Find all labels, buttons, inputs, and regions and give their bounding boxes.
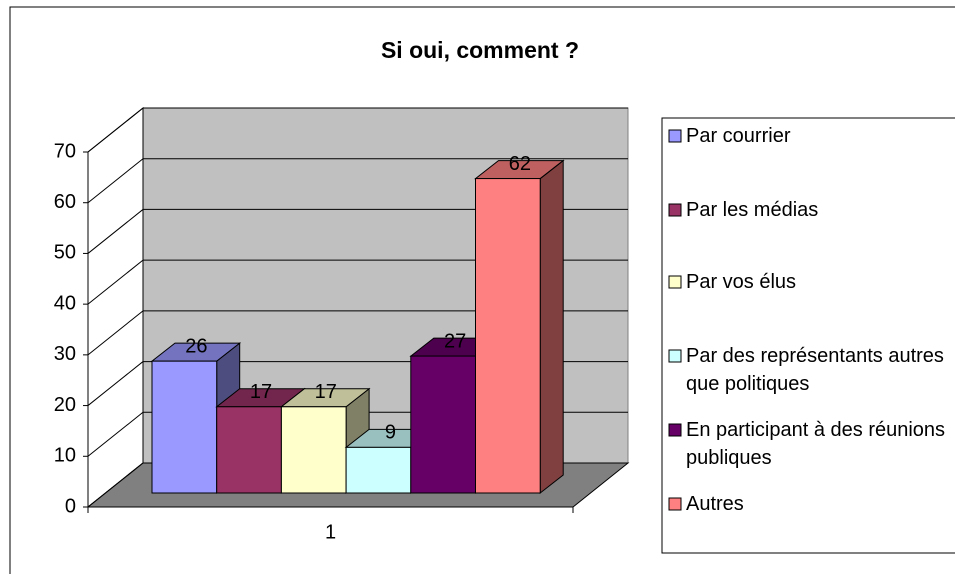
y-tick-label: 0	[65, 495, 76, 517]
legend-swatch	[668, 349, 682, 363]
value-label: 26	[185, 335, 207, 357]
value-label: 27	[444, 330, 466, 352]
y-tick-label: 30	[54, 343, 76, 365]
y-tick-label: 50	[54, 242, 76, 264]
grid-line	[87, 411, 144, 457]
chart-title: Si oui, comment ?	[381, 37, 579, 63]
bar	[475, 178, 541, 494]
value-label: 62	[509, 153, 531, 175]
legend-swatch	[668, 497, 682, 511]
legend-label: Par des représentants autres que politiq…	[686, 345, 944, 395]
y-tick-label: 20	[54, 394, 76, 416]
y-tick-label: 40	[54, 292, 76, 314]
legend-label: Par vos élus	[686, 271, 797, 293]
value-label: 9	[385, 422, 396, 444]
grid-line	[87, 209, 144, 254]
bar	[280, 406, 347, 494]
grid-line	[87, 259, 144, 305]
x-tick-label: 1	[325, 521, 336, 543]
side-wall	[87, 106, 144, 509]
value-label: 17	[315, 381, 337, 403]
grid-line	[87, 361, 144, 406]
bar	[345, 446, 412, 494]
legend-label: Par les médias	[686, 199, 819, 221]
legend-swatch	[668, 203, 682, 217]
y-tick-label: 70	[54, 140, 76, 162]
legend-swatch	[668, 129, 682, 143]
grid-line	[87, 158, 144, 204]
y-tick-label: 10	[54, 445, 76, 467]
value-label: 17	[250, 381, 272, 403]
legend-label: Par courrier	[686, 125, 791, 147]
grid-line	[87, 310, 144, 356]
bar	[151, 360, 218, 494]
legend-label: En participant à des réunions publiques	[686, 419, 946, 469]
bar	[216, 406, 282, 494]
bar	[410, 355, 476, 494]
legend-label: Autres	[686, 493, 744, 515]
bar-side	[539, 159, 564, 495]
legend-swatch	[668, 275, 682, 289]
legend-box	[661, 117, 955, 554]
grid-line	[87, 107, 144, 153]
y-tick-label: 60	[54, 191, 76, 213]
grid-line	[87, 462, 144, 508]
legend-swatch	[668, 423, 682, 437]
